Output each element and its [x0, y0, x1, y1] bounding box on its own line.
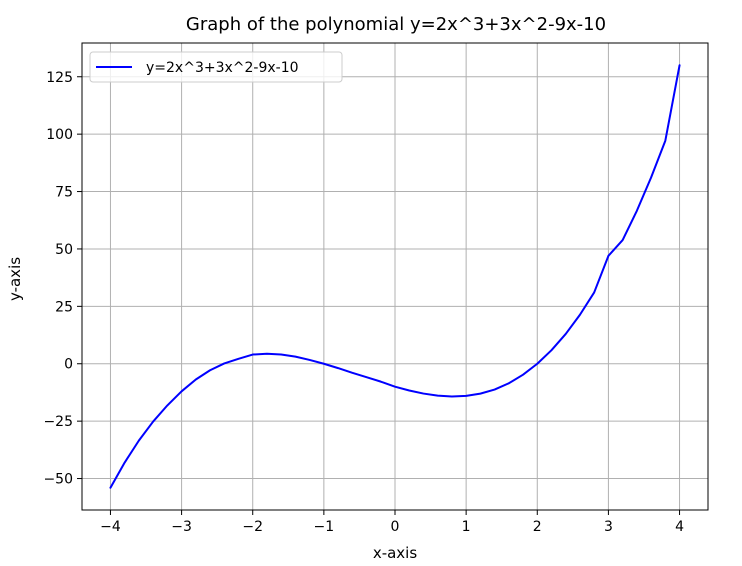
x-tick-label: −1	[314, 519, 335, 535]
x-tick-label: −3	[171, 519, 192, 535]
x-axis-ticks: −4 −3 −2 −1 0 1 2 3 4	[100, 510, 684, 535]
legend-entry-label: y=2x^3+3x^2-9x-10	[146, 60, 299, 76]
series-line	[109, 64, 681, 489]
y-tick-label: 0	[64, 357, 73, 373]
legend: y=2x^3+3x^2-9x-10	[89, 51, 343, 83]
x-tick-label: 3	[604, 519, 613, 535]
y-axis-ticks: −50 −25 0 25 50 75 100 125	[43, 70, 82, 488]
x-tick-label: 1	[462, 519, 471, 535]
grid	[82, 43, 708, 510]
series-layer	[109, 64, 681, 489]
x-axis-label: x-axis	[373, 544, 418, 562]
x-tick-label: 2	[533, 519, 542, 535]
y-tick-label: 50	[55, 242, 73, 258]
legend-box	[89, 51, 343, 83]
x-tick-label: 0	[391, 519, 400, 535]
y-axis-label: y-axis	[6, 257, 24, 301]
x-tick-label: −4	[100, 519, 121, 535]
y-tick-label: 100	[46, 127, 73, 143]
chart-title: Graph of the polynomial y=2x^3+3x^2-9x-1…	[186, 14, 606, 35]
y-tick-label: 25	[55, 299, 73, 315]
x-tick-label: 4	[675, 519, 684, 535]
y-tick-label: −25	[43, 414, 73, 430]
y-tick-label: 125	[46, 70, 73, 86]
y-tick-label: 75	[55, 185, 73, 201]
y-tick-label: −50	[43, 472, 73, 488]
x-tick-label: −2	[242, 519, 263, 535]
